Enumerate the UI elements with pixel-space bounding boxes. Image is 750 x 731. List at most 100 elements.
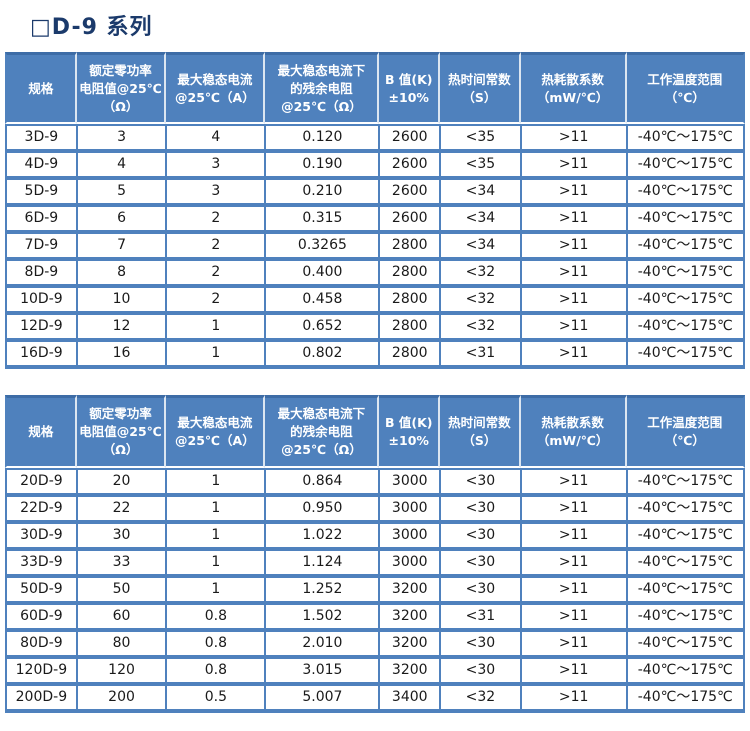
table-cell: 1 (166, 313, 266, 341)
table-cell: <31 (440, 602, 521, 630)
table-cell: >11 (520, 259, 627, 287)
table-cell: 0.864 (265, 467, 380, 495)
table-cell: 2600 (379, 151, 441, 179)
column-header: 额定零功率 电阻值@25℃ （Ω） (76, 52, 167, 125)
table-cell: 60D-9 (5, 602, 77, 630)
table-cell: -40℃～175℃ (626, 521, 745, 549)
table-cell: -40℃～175℃ (626, 340, 745, 370)
table-cell: 3 (166, 151, 266, 179)
table-cell: 120D-9 (5, 656, 77, 684)
table-cell: 7D-9 (5, 232, 77, 260)
table-cell: 0.190 (265, 151, 380, 179)
table-cell: 1 (166, 340, 266, 370)
table-cell: >11 (520, 629, 627, 657)
table-cell: >11 (520, 286, 627, 314)
table-row: 8D-9 8 2 0.400 2800 <32 >11 -40℃～175℃ (5, 259, 745, 287)
table-cell: 33D-9 (5, 548, 77, 576)
table-cell: 120 (76, 656, 167, 684)
table-cell: <32 (440, 313, 521, 341)
table-row: 60D-9 60 0.8 1.502 3200 <31 >11 -40℃～175℃ (5, 602, 745, 630)
table-row: 7D-9 7 2 0.3265 2800 <34 >11 -40℃～175℃ (5, 232, 745, 260)
table-cell: 1.252 (265, 575, 380, 603)
table-cell: >11 (520, 232, 627, 260)
table-cell: <34 (440, 232, 521, 260)
table-cell: -40℃～175℃ (626, 205, 745, 233)
header-row: 规格 额定零功率 电阻值@25℃ （Ω） 最大稳态电流 @25℃（A） 最大稳态电流下 的残余… (5, 52, 745, 125)
table-cell: <30 (440, 467, 521, 495)
table-cell: 80D-9 (5, 629, 77, 657)
table-cell: -40℃～175℃ (626, 313, 745, 341)
table-cell: >11 (520, 151, 627, 179)
table-cell: 2800 (379, 313, 441, 341)
table-cell: 2800 (379, 259, 441, 287)
column-header: 规格 (5, 395, 77, 468)
table-cell: 0.8 (166, 602, 266, 630)
table-row: 120D-9 120 0.8 3.015 3200 <30 >11 -40℃～175℃ (5, 656, 745, 684)
table-row: 30D-9 30 1 1.022 3000 <30 >11 -40℃～175℃ (5, 521, 745, 549)
table-cell: 5D-9 (5, 178, 77, 206)
table-cell: 0.120 (265, 124, 380, 152)
table-row: 12D-9 12 1 0.652 2800 <32 >11 -40℃～175℃ (5, 313, 745, 341)
table-cell: >11 (520, 124, 627, 152)
table-cell: <34 (440, 205, 521, 233)
table-cell: 12 (76, 313, 167, 341)
table-body: 20D-9 20 1 0.864 3000 <30 >11 -40℃～175℃ 22D-9 22 1… (5, 467, 745, 713)
spec-table-d9-high-range: 规格 额定零功率 电阻值@25℃ （Ω） 最大稳态电流 @25℃（A） 最大稳态电流下 的残余… (5, 395, 745, 713)
table-cell: 50 (76, 575, 167, 603)
table-cell: 22D-9 (5, 494, 77, 522)
column-header: 额定零功率 电阻值@25℃ （Ω） (76, 395, 167, 468)
table-cell: <30 (440, 656, 521, 684)
table-cell: >11 (520, 313, 627, 341)
table-cell: -40℃～175℃ (626, 575, 745, 603)
table-cell: 2800 (379, 286, 441, 314)
table-cell: 2.010 (265, 629, 380, 657)
table-row: 20D-9 20 1 0.864 3000 <30 >11 -40℃～175℃ (5, 467, 745, 495)
table-cell: <30 (440, 629, 521, 657)
table-cell: -40℃～175℃ (626, 124, 745, 152)
table-cell: 20 (76, 467, 167, 495)
table-cell: <32 (440, 683, 521, 713)
table-cell: -40℃～175℃ (626, 602, 745, 630)
table-cell: >11 (520, 340, 627, 370)
table-cell: -40℃～175℃ (626, 286, 745, 314)
column-header: 最大稳态电流 @25℃（A） (166, 52, 266, 125)
table-cell: 3200 (379, 629, 441, 657)
column-header: 最大稳态电流下 的残余电阻 @25℃（Ω） (265, 52, 380, 125)
table-cell: <32 (440, 286, 521, 314)
table-cell: 6D-9 (5, 205, 77, 233)
table-row: 6D-9 6 2 0.315 2600 <34 >11 -40℃～175℃ (5, 205, 745, 233)
table-cell: 2600 (379, 124, 441, 152)
table-cell: <30 (440, 494, 521, 522)
table-cell: 10 (76, 286, 167, 314)
table-cell: 2600 (379, 205, 441, 233)
table-cell: -40℃～175℃ (626, 494, 745, 522)
table-cell: 200 (76, 683, 167, 713)
table-cell: 50D-9 (5, 575, 77, 603)
table-cell: -40℃～175℃ (626, 259, 745, 287)
table-row: 3D-9 3 4 0.120 2600 <35 >11 -40℃～175℃ (5, 124, 745, 152)
table-cell: -40℃～175℃ (626, 151, 745, 179)
table-cell: 5.007 (265, 683, 380, 713)
table-cell: 3000 (379, 548, 441, 576)
table-cell: 2600 (379, 178, 441, 206)
table-cell: 3D-9 (5, 124, 77, 152)
table-cell: 16 (76, 340, 167, 370)
table-cell: 3400 (379, 683, 441, 713)
table-cell: 0.5 (166, 683, 266, 713)
table-cell: 3 (76, 124, 167, 152)
table-cell: >11 (520, 467, 627, 495)
table-cell: 30D-9 (5, 521, 77, 549)
table-cell: >11 (520, 575, 627, 603)
column-header: 最大稳态电流 @25℃（A） (166, 395, 266, 468)
table-cell: 0.8 (166, 629, 266, 657)
table-cell: 0.210 (265, 178, 380, 206)
table-cell: 2 (166, 232, 266, 260)
table-cell: 1.022 (265, 521, 380, 549)
table-cell: >11 (520, 205, 627, 233)
table-row: 22D-9 22 1 0.950 3000 <30 >11 -40℃～175℃ (5, 494, 745, 522)
table-cell: -40℃～175℃ (626, 467, 745, 495)
table-cell: 0.400 (265, 259, 380, 287)
table-cell: >11 (520, 602, 627, 630)
table-cell: 20D-9 (5, 467, 77, 495)
table-cell: 0.458 (265, 286, 380, 314)
